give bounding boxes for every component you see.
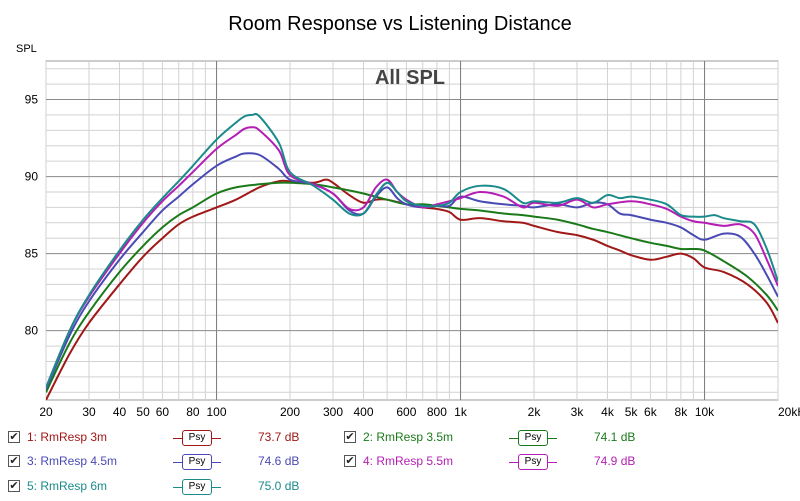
legend-label: 2: RmResp 3.5m bbox=[363, 430, 454, 444]
psy-label: Psy bbox=[518, 430, 548, 446]
legend-checkbox[interactable] bbox=[8, 431, 20, 443]
y-tick-labels: 80 85 90 95 bbox=[25, 93, 39, 338]
psy-label: Psy bbox=[182, 430, 212, 446]
psy-label: Psy bbox=[182, 479, 212, 495]
legend-label: 3: RmResp 4.5m bbox=[27, 454, 118, 468]
grid-major bbox=[46, 61, 778, 400]
y-tick-label: 85 bbox=[25, 247, 39, 261]
legend-item-2: 2: RmResp 3.5m Psy 74.1 dB bbox=[344, 429, 664, 447]
chart-annotation: All SPL bbox=[375, 67, 445, 89]
legend-level-value: 74.6 dB bbox=[258, 454, 300, 468]
x-tick-label: 40 bbox=[113, 405, 127, 419]
psy-smoothing-button[interactable]: Psy bbox=[509, 430, 557, 446]
legend-checkbox[interactable] bbox=[344, 455, 356, 467]
series-line-5 bbox=[46, 112, 778, 389]
x-tick-label: 2k bbox=[528, 405, 542, 419]
grid-minor bbox=[45, 61, 779, 400]
room-response-chart: Room Response vs Listening Distance SPL … bbox=[16, 13, 800, 419]
x-tick-label: 600 bbox=[396, 405, 416, 419]
y-tick-label: 80 bbox=[25, 324, 39, 338]
x-tick-label: 20 bbox=[39, 405, 53, 419]
legend-label: 1: RmResp 3m bbox=[27, 430, 108, 444]
y-tick-label: 95 bbox=[25, 93, 39, 107]
series-line-1 bbox=[46, 178, 778, 400]
chart-title: Room Response vs Listening Distance bbox=[228, 13, 572, 35]
legend-checkbox[interactable] bbox=[8, 480, 20, 492]
legend-label: 5: RmResp 6m bbox=[27, 479, 108, 493]
x-tick-label: 100 bbox=[206, 405, 226, 419]
x-tick-label: 30 bbox=[82, 405, 96, 419]
legend-level-value: 74.1 dB bbox=[594, 430, 636, 444]
psy-smoothing-button[interactable]: Psy bbox=[173, 479, 221, 495]
x-tick-label: 4k bbox=[601, 405, 615, 419]
y-tick-label: 90 bbox=[25, 170, 39, 184]
legend-level-value: 74.9 dB bbox=[594, 454, 636, 468]
psy-label: Psy bbox=[182, 454, 212, 470]
y-axis-label: SPL bbox=[16, 43, 37, 55]
x-tick-label: 300 bbox=[323, 405, 343, 419]
x-tick-label: 3k bbox=[571, 405, 585, 419]
x-tick-label: 80 bbox=[186, 405, 200, 419]
x-tick-label: 50 bbox=[136, 405, 150, 419]
legend-item-5: 5: RmResp 6m Psy 75.0 dB bbox=[8, 478, 328, 496]
x-tick-label: 6k bbox=[644, 405, 658, 419]
x-tick-label: 400 bbox=[353, 405, 373, 419]
legend-checkbox[interactable] bbox=[8, 455, 20, 467]
x-tick-label: 200 bbox=[280, 405, 300, 419]
legend-item-1: 1: RmResp 3m Psy 73.7 dB bbox=[8, 429, 328, 447]
psy-smoothing-button[interactable]: Psy bbox=[173, 454, 221, 470]
legend-level-value: 75.0 dB bbox=[258, 479, 300, 493]
plot-area bbox=[45, 60, 779, 401]
legend: 1: RmResp 3m Psy 73.7 dB 2: RmResp 3.5m Psy 7… bbox=[0, 426, 800, 501]
psy-smoothing-button[interactable]: Psy bbox=[173, 430, 221, 446]
legend-item-4: 4: RmResp 5.5m Psy 74.9 dB bbox=[344, 453, 664, 471]
psy-smoothing-button[interactable]: Psy bbox=[509, 454, 557, 470]
x-tick-label: 60 bbox=[156, 405, 170, 419]
x-tick-label: 20kHz bbox=[778, 405, 800, 419]
x-tick-label: 10k bbox=[695, 405, 715, 419]
legend-level-value: 73.7 dB bbox=[258, 430, 300, 444]
x-tick-labels: 20 30 40 50 60 80 100 200 300 400 600 800 1k 2k 3k 4k 5k… bbox=[39, 405, 800, 419]
psy-label: Psy bbox=[518, 454, 548, 470]
x-tick-label: 5k bbox=[625, 405, 639, 419]
series-layer bbox=[46, 112, 778, 400]
x-tick-label: 8k bbox=[675, 405, 689, 419]
legend-checkbox[interactable] bbox=[344, 431, 356, 443]
x-tick-label: 1k bbox=[454, 405, 468, 419]
legend-label: 4: RmResp 5.5m bbox=[363, 454, 454, 468]
legend-item-3: 3: RmResp 4.5m Psy 74.6 dB bbox=[8, 453, 328, 471]
x-tick-label: 800 bbox=[427, 405, 447, 419]
